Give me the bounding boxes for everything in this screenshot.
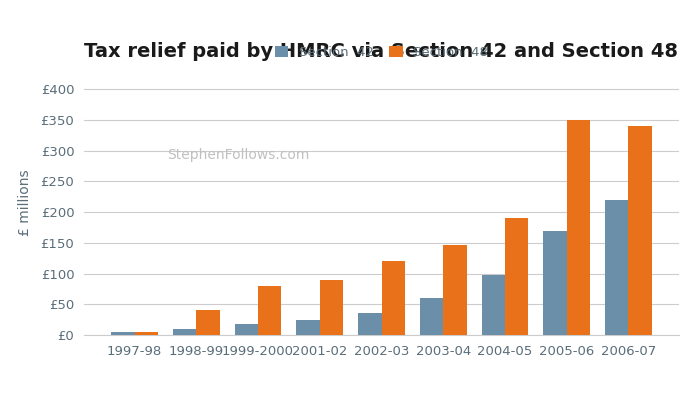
Bar (567, 120, 590, 335)
Bar (196, 310, 220, 335)
Bar (173, 329, 196, 335)
Bar (258, 286, 281, 335)
Legend: Section  42, Section  48: Section 42, Section 48 (272, 43, 491, 61)
Bar (296, 320, 320, 335)
Text: StephenFollows.com: StephenFollows.com (167, 149, 309, 162)
Bar (134, 332, 158, 335)
Bar (358, 313, 382, 335)
Bar (482, 275, 505, 335)
Bar (543, 230, 567, 335)
Bar (234, 324, 258, 335)
Title: Tax relief paid by HMRC via Section 42 and Section 48: Tax relief paid by HMRC via Section 42 a… (85, 42, 678, 61)
Bar (605, 200, 629, 335)
Bar (382, 261, 405, 335)
Bar (443, 245, 467, 335)
Bar (111, 332, 134, 335)
Y-axis label: £ millions: £ millions (18, 169, 32, 236)
Bar (505, 218, 528, 335)
Bar (629, 126, 652, 335)
Bar (320, 280, 343, 335)
Bar (420, 298, 443, 335)
